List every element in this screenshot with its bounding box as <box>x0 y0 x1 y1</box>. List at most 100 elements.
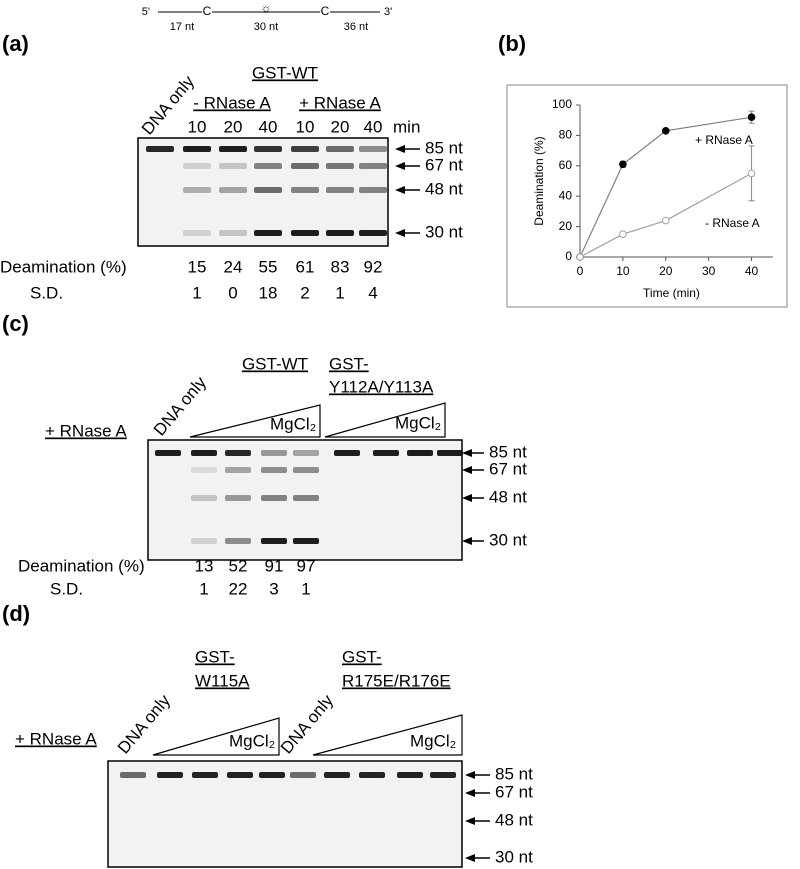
band <box>254 187 282 193</box>
deamination-value: 97 <box>297 556 316 575</box>
band <box>326 146 354 152</box>
arrow-head <box>465 789 475 797</box>
arrow-head <box>462 494 472 502</box>
x-tick-label: 0 <box>577 264 584 278</box>
sd-value: 2 <box>300 283 309 302</box>
band <box>183 187 211 193</box>
band <box>359 163 387 169</box>
segment: 30 nt <box>254 21 278 33</box>
condition: + RNase A <box>299 93 381 112</box>
condition: + RNase A <box>45 421 127 440</box>
star: ☼ <box>261 1 272 15</box>
band <box>219 187 247 193</box>
band <box>183 146 211 152</box>
y-tick-label: 0 <box>565 249 572 263</box>
size-marker: 85 nt <box>425 138 463 157</box>
lane-label: DNA only <box>277 691 337 758</box>
sd-value: 1 <box>301 579 310 598</box>
size-marker: 67 nt <box>425 155 463 174</box>
x-tick-label: 30 <box>702 264 716 278</box>
time-label: 10 <box>296 117 315 136</box>
size-marker: 48 nt <box>495 810 533 829</box>
band <box>359 146 387 152</box>
arrow-head <box>462 537 472 545</box>
panel-label: (a) <box>2 31 29 56</box>
five-prime: 5' <box>142 6 150 18</box>
band <box>225 467 251 473</box>
arrow-head <box>395 145 405 153</box>
group-label: R175E/R176E <box>342 671 451 690</box>
arrow-head <box>395 229 405 237</box>
size-marker: 30 nt <box>489 530 527 549</box>
band <box>261 450 287 456</box>
band <box>254 146 282 152</box>
point <box>661 127 670 135</box>
band <box>437 450 463 456</box>
size-marker: 67 nt <box>489 459 527 478</box>
size-marker: 30 nt <box>495 847 533 866</box>
band <box>261 467 287 473</box>
band <box>146 146 174 152</box>
group-label: W115A <box>195 671 250 690</box>
deamination-value: 92 <box>364 257 383 276</box>
time-label: 20 <box>224 117 243 136</box>
y-tick-label: 100 <box>552 97 572 111</box>
x-tick-label: 10 <box>616 264 630 278</box>
gradient-wedge <box>152 717 280 756</box>
sd-value: 1 <box>192 283 201 302</box>
series-line <box>579 172 752 258</box>
band <box>359 772 385 778</box>
group-label: Y112A/Y113A <box>329 377 434 396</box>
band <box>293 450 319 456</box>
band <box>326 163 354 169</box>
band <box>219 146 247 152</box>
band <box>155 450 181 456</box>
arrow-head <box>465 771 475 779</box>
band <box>324 772 350 778</box>
point <box>747 113 756 121</box>
arrow-head <box>462 449 472 457</box>
sd-value: 22 <box>229 579 248 598</box>
band <box>293 467 319 473</box>
band <box>293 538 319 544</box>
band <box>334 450 360 456</box>
band <box>191 467 217 473</box>
deamination-value: 52 <box>229 556 248 575</box>
band <box>291 230 319 236</box>
band <box>291 187 319 193</box>
panel-label: (d) <box>2 601 30 626</box>
x-tick-label: 20 <box>659 264 673 278</box>
gradient-wedge <box>189 404 321 438</box>
size-marker: 85 nt <box>489 442 527 461</box>
y-tick-label: 60 <box>559 158 573 172</box>
row-label: Deamination (%) <box>0 257 127 276</box>
row-label: S.D. <box>50 579 83 598</box>
time-label: 20 <box>331 117 350 136</box>
lane-label: DNA only <box>150 373 210 440</box>
band <box>326 187 354 193</box>
deamination-value: 83 <box>331 257 350 276</box>
band <box>192 772 218 778</box>
deamination-value: 24 <box>224 257 243 276</box>
row-label: S.D. <box>30 283 63 302</box>
band <box>225 495 251 501</box>
band <box>225 538 251 544</box>
size-marker: 67 nt <box>495 782 533 801</box>
sd-value: 1 <box>335 283 344 302</box>
band <box>183 230 211 236</box>
y-tick-label: 20 <box>559 219 573 233</box>
band <box>225 450 251 456</box>
time-label: 40 <box>259 117 278 136</box>
c-right: C <box>321 4 330 18</box>
condition: + RNase A <box>15 729 97 748</box>
condition: - RNase A <box>193 93 271 112</box>
band <box>183 163 211 169</box>
band <box>430 772 456 778</box>
band <box>290 772 316 778</box>
band <box>219 163 247 169</box>
panel-label: (c) <box>2 311 29 336</box>
reagent: MgCl₂ <box>270 414 316 433</box>
y-tick-label: 40 <box>559 188 573 202</box>
series-line <box>579 116 752 258</box>
